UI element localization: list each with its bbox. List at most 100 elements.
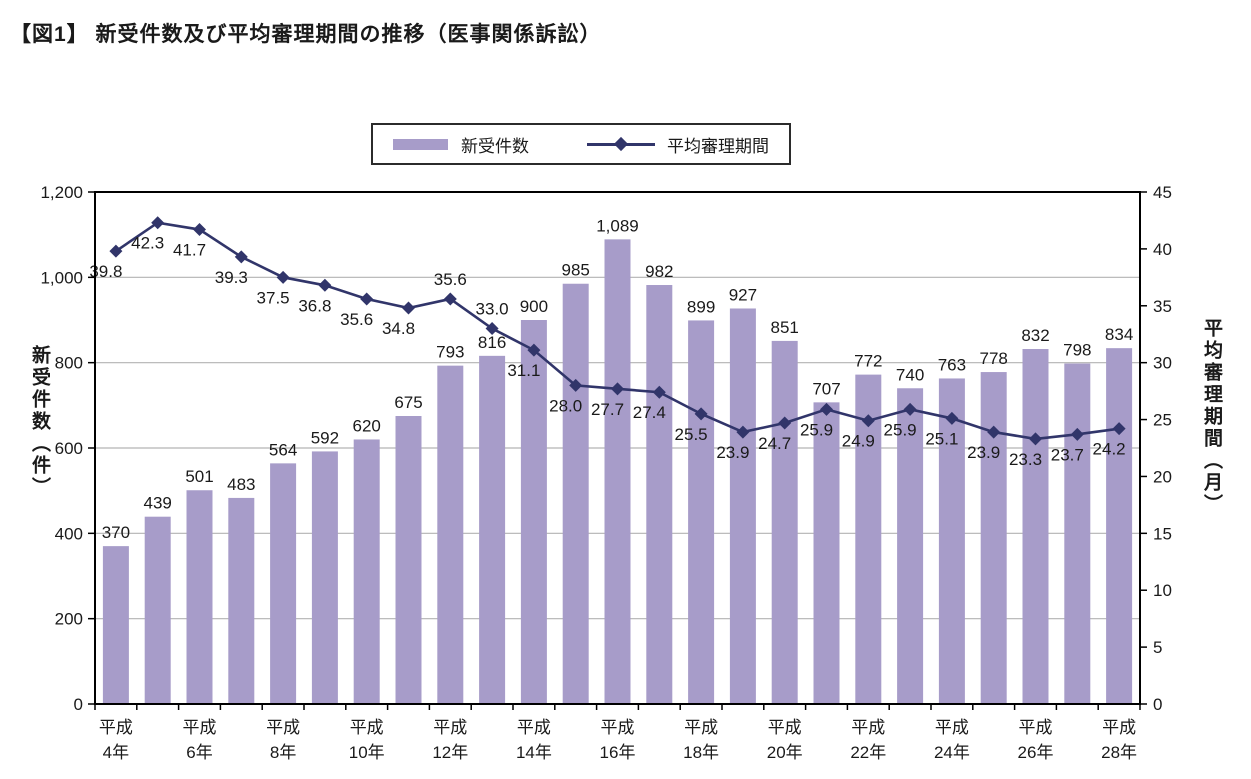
x-tick-label: 18年 — [683, 743, 719, 762]
right-tick-label: 15 — [1153, 524, 1172, 543]
bar — [186, 490, 213, 704]
bar-value-labels: 370 439 501 483 564 592 620 675 793 816 900 985 1,08… — [102, 216, 1134, 542]
bar — [855, 374, 882, 704]
bar-value-label: 982 — [645, 262, 673, 281]
diamond-marker-icon — [778, 416, 792, 430]
diamond-marker-icon — [234, 250, 248, 264]
bar — [604, 239, 631, 705]
diamond-marker-icon — [736, 425, 750, 439]
x-tick-label: 26年 — [1018, 743, 1054, 762]
right-tick-label: 30 — [1153, 354, 1172, 373]
bar — [144, 516, 171, 704]
right-tick-label: 10 — [1153, 581, 1172, 600]
right-axis: 0 5 10 15 20 25 30 35 40 45 — [1140, 183, 1172, 714]
x-tick-label: 平成 — [266, 718, 300, 737]
diamond-marker-icon — [903, 402, 917, 416]
diamond-marker-icon — [276, 270, 290, 284]
line-value-label: 27.7 — [591, 400, 624, 419]
line-value-label: 33.0 — [476, 300, 509, 319]
x-tick-label: 16年 — [600, 743, 636, 762]
bar-value-label: 483 — [227, 475, 255, 494]
bar — [562, 283, 589, 704]
bar — [102, 546, 129, 704]
x-tick-label: 6年 — [186, 743, 212, 762]
x-axis-labels: 平成 4年 平成 6年 平成 8年 平成 10年 平成 12年 平成 14年 平成 16年 平成 18年 平成 2… — [99, 718, 1137, 762]
bar — [437, 365, 464, 704]
line-value-label: 36.8 — [298, 296, 331, 315]
bar-value-label: 592 — [311, 428, 339, 447]
diamond-marker-icon — [109, 244, 123, 258]
diamond-marker-icon — [820, 402, 833, 416]
bar — [520, 320, 547, 704]
line-series — [109, 216, 1126, 446]
legend-line-label: 平均審理期間 — [667, 136, 769, 156]
bar-value-label: 439 — [144, 494, 172, 513]
bar-value-label: 772 — [854, 352, 882, 371]
line-value-label: 28.0 — [549, 396, 582, 415]
bar — [688, 320, 715, 704]
line-value-label: 23.9 — [967, 443, 1000, 462]
bar — [270, 463, 297, 704]
line-value-label: 25.5 — [675, 425, 708, 444]
left-axis-title: 新受件数（件） — [29, 345, 50, 499]
x-tick-label: 平成 — [768, 718, 802, 737]
bar-value-label: 740 — [896, 365, 924, 384]
x-tick-label: 8年 — [270, 743, 296, 762]
diamond-marker-icon — [318, 278, 332, 292]
line-value-label: 24.7 — [758, 434, 791, 453]
right-tick-label: 20 — [1153, 467, 1172, 486]
diamond-marker-icon — [485, 322, 499, 336]
diamond-marker-icon — [861, 414, 875, 428]
x-tick-label: 平成 — [1102, 718, 1136, 737]
x-tick-label: 平成 — [851, 718, 885, 737]
x-tick-label: 平成 — [935, 718, 969, 737]
line-value-label: 31.1 — [507, 361, 540, 380]
x-tick-label: 12年 — [432, 743, 468, 762]
x-tick-label: 22年 — [850, 743, 886, 762]
x-tick-label: 20年 — [767, 743, 803, 762]
line-value-labels: 39.8 42.3 41.7 39.3 37.5 36.8 35.6 34.8 35.6 33.0… — [89, 234, 1125, 469]
diamond-marker-icon — [402, 301, 415, 315]
diamond-marker-icon — [1029, 432, 1042, 446]
bar — [1022, 349, 1049, 704]
bar — [1106, 348, 1133, 704]
bar — [980, 372, 1007, 704]
bar-series-swatch-icon — [393, 138, 448, 150]
bar-value-label: 834 — [1105, 325, 1133, 344]
left-tick-label: 600 — [55, 439, 83, 458]
x-tick-label: 平成 — [350, 718, 384, 737]
right-axis-title: 平均審理期間（月） — [1201, 318, 1222, 516]
x-tick-label: 10年 — [349, 743, 385, 762]
line-value-label: 34.8 — [382, 319, 415, 338]
diamond-marker-icon — [1112, 422, 1126, 436]
bar-value-label: 816 — [478, 333, 506, 352]
bar — [353, 439, 380, 704]
right-tick-label: 35 — [1153, 297, 1172, 316]
diamond-marker-icon — [694, 407, 708, 421]
left-tick-label: 400 — [55, 524, 83, 543]
bar — [938, 378, 965, 704]
x-tick-label: 平成 — [99, 718, 133, 737]
right-tick-label: 0 — [1153, 695, 1162, 714]
bar-value-label: 927 — [729, 285, 757, 304]
line-value-label: 23.3 — [1009, 450, 1042, 469]
line-value-label: 35.6 — [340, 310, 373, 329]
bar-value-label: 620 — [353, 416, 381, 435]
line-value-label: 37.5 — [257, 288, 290, 307]
x-tick-label: 平成 — [183, 718, 217, 737]
bar-value-label: 1,089 — [596, 216, 639, 235]
bar — [729, 308, 756, 704]
legend-bar-label: 新受件数 — [461, 136, 529, 156]
bar — [771, 340, 798, 704]
x-tick-label: 14年 — [516, 743, 552, 762]
left-tick-label: 0 — [74, 695, 83, 714]
bar-value-label: 899 — [687, 297, 715, 316]
line-value-label: 24.9 — [842, 432, 875, 451]
line-value-label: 24.2 — [1093, 440, 1126, 459]
bar-value-label: 985 — [562, 261, 590, 280]
bar — [395, 416, 422, 704]
legend: 新受件数 平均審理期間 — [371, 123, 791, 165]
bar-value-label: 501 — [185, 467, 213, 486]
